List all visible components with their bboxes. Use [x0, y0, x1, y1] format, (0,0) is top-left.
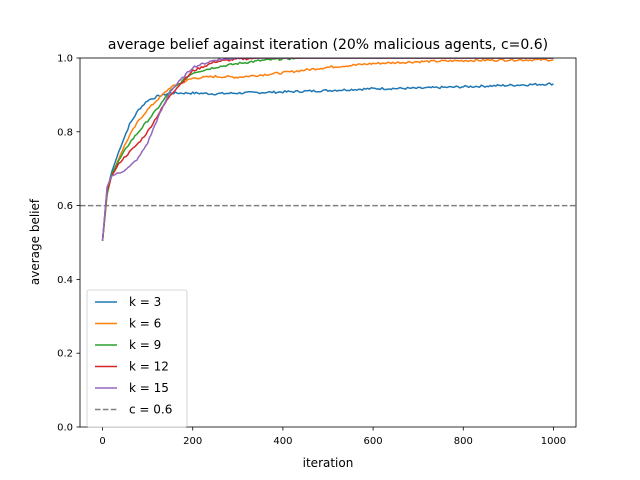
axes: 0 200 400 600 800 1000 0.0 0.2 0.4 0.6 0.8 1.0 [57, 54, 577, 447]
series-line-5 [101, 58, 554, 241]
legend-label: k = 3 [129, 295, 161, 309]
series-line-3 [101, 58, 554, 241]
y-tick-label: 0.0 [57, 423, 73, 434]
x-tick-label: 200 [183, 436, 202, 447]
legend-label: k = 9 [129, 338, 161, 352]
x-tick-label: 1000 [541, 436, 566, 447]
series-line-1 [101, 82, 554, 241]
y-axis-label: average belief [28, 198, 42, 285]
legend: k = 3 k = 6 k = 9 k = 12 k = 15 c = 0.6 [86, 289, 188, 428]
legend-label: k = 12 [129, 360, 169, 374]
x-axis-label: iteration [303, 456, 354, 470]
legend-label: k = 6 [129, 317, 161, 331]
chart-title: average belief against iteration (20% ma… [108, 37, 548, 53]
y-tick-label: 0.8 [57, 127, 73, 138]
legend-label: k = 15 [129, 381, 169, 395]
plot-area [80, 58, 576, 241]
x-tick-label: 400 [273, 436, 292, 447]
y-tick-label: 0.4 [57, 275, 73, 286]
x-tick-label: 800 [454, 436, 473, 447]
x-tick-label: 0 [99, 436, 105, 447]
y-tick-label: 0.6 [57, 201, 73, 212]
plot-frame [79, 57, 577, 428]
series-line-4 [101, 58, 554, 241]
y-tick-label: 0.2 [57, 349, 73, 360]
legend-label: c = 0.6 [129, 403, 172, 417]
x-tick-label: 600 [364, 436, 383, 447]
y-tick-label: 1.0 [57, 54, 73, 65]
